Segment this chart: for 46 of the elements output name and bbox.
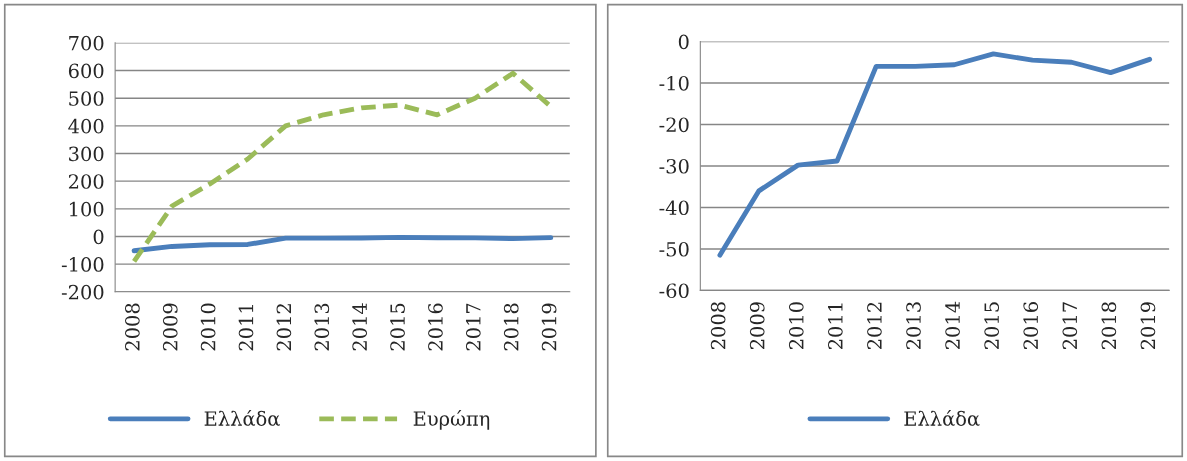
legend-label: Ελλάδα — [904, 410, 980, 426]
x-tick-label: 2017 — [1062, 302, 1078, 350]
x-tick-label: 2012 — [867, 302, 882, 350]
y-tick-label: -50 — [659, 241, 689, 257]
x-tick-label: 2016 — [1023, 302, 1039, 350]
y-tick-label: -40 — [659, 200, 689, 216]
x-tick-label: 2013 — [314, 303, 330, 351]
x-tick-label: 2019 — [541, 303, 557, 351]
y-tick-label: -10 — [659, 75, 689, 91]
legend-label: Ευρώπη — [413, 410, 490, 430]
x-tick-label: 2008 — [125, 303, 140, 351]
x-tick-label: 2015 — [984, 302, 1000, 350]
x-tick-label: 2016 — [428, 303, 443, 351]
x-tick-label: 2010 — [788, 302, 804, 350]
x-tick-label: 2015 — [390, 303, 405, 351]
y-tick-label: -100 — [61, 257, 104, 272]
x-tick-label: 2017 — [465, 303, 481, 351]
y-tick-label: -60 — [659, 283, 689, 299]
legend-label: Ελλάδα — [204, 410, 280, 426]
y-tick-label: 500 — [69, 91, 104, 106]
y-tick-label: -200 — [61, 284, 104, 300]
y-tick-label: 0 — [93, 229, 104, 245]
line-series — [131, 234, 554, 254]
y-tick-label: 700 — [69, 35, 104, 51]
x-tick-label: 2012 — [276, 304, 292, 351]
x-tick-label: 2013 — [906, 302, 921, 350]
x-tick-label: 2010 — [200, 303, 216, 351]
x-tick-label: 2011 — [238, 304, 254, 351]
x-tick-label: 2019 — [1140, 302, 1156, 350]
y-tick-label: 600 — [68, 63, 104, 79]
x-tick-label: 2009 — [749, 302, 765, 350]
y-tick-label: 200 — [68, 174, 104, 189]
y-tick-label: -30 — [659, 158, 689, 174]
line-series — [717, 51, 1153, 258]
x-tick-label: 2018 — [503, 303, 519, 351]
y-tick-label: 0 — [678, 34, 689, 50]
x-tick-label: 2008 — [710, 302, 726, 350]
y-tick-label: 100 — [69, 201, 104, 217]
y-tick-label: 300 — [69, 146, 104, 162]
y-tick-label: 400 — [68, 118, 104, 134]
x-tick-label: 2009 — [162, 303, 178, 351]
y-tick-label: -20 — [659, 117, 689, 133]
x-tick-label: 2018 — [1101, 302, 1117, 350]
x-tick-label: 2014 — [352, 303, 368, 351]
x-tick-label: 2011 — [828, 303, 843, 350]
x-tick-label: 2014 — [945, 301, 960, 350]
